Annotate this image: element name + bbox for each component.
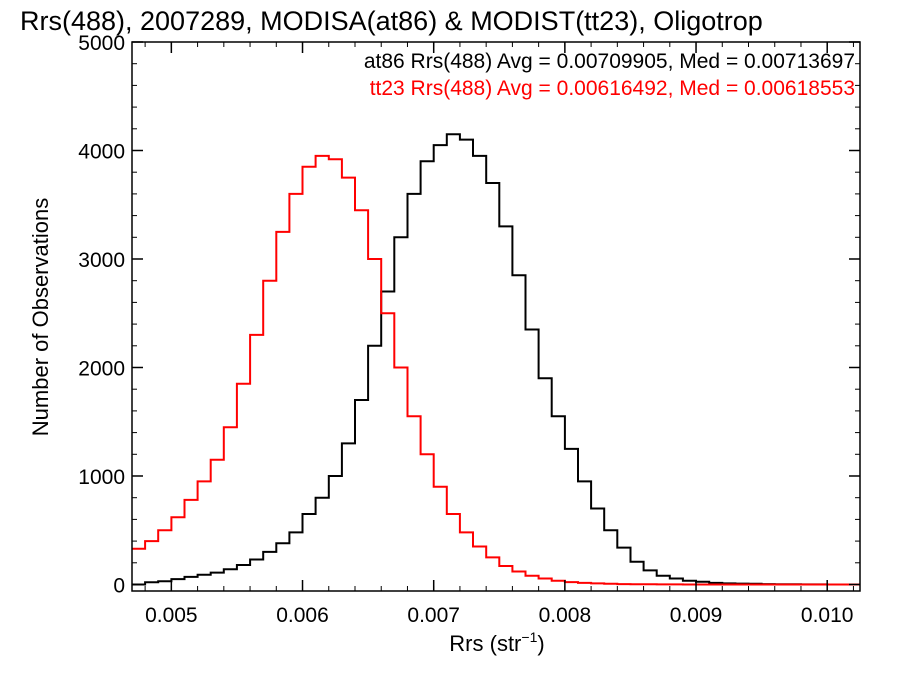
x-axis-label-main: Rrs (str — [449, 631, 521, 656]
series-line-tt23 — [132, 154, 860, 586]
y-tick-label: 2000 — [78, 357, 125, 380]
x-axis-label-close: ) — [537, 631, 544, 656]
y-tick-label: 1000 — [78, 466, 125, 489]
x-tick-label: 0.009 — [670, 604, 723, 627]
plot-frame — [131, 41, 861, 592]
x-axis-label: Rrs (str−1) — [449, 629, 544, 656]
y-tick-label: 4000 — [78, 140, 125, 163]
y-tick-label: 5000 — [78, 32, 125, 55]
x-tick-label: 0.008 — [539, 604, 592, 627]
x-tick-label: 0.007 — [407, 604, 460, 627]
x-tick-label: 0.005 — [145, 604, 198, 627]
plot-lines — [132, 133, 860, 586]
series-annotation-tt23: tt23 Rrs(488) Avg = 0.00616492, Med = 0.… — [370, 77, 855, 100]
chart-title: Rrs(488), 2007289, MODISA(at86) & MODIST… — [20, 6, 763, 36]
y-axis-label: Number of Observations — [28, 198, 53, 436]
series-annotation-at86: at86 Rrs(488) Avg = 0.00709905, Med = 0.… — [364, 50, 855, 73]
y-tick-label: 3000 — [78, 249, 125, 272]
x-tick-label: 0.010 — [801, 604, 854, 627]
series-line-at86 — [132, 133, 860, 586]
x-axis-label-superscript: −1 — [521, 629, 537, 645]
y-tick-label: 0 — [113, 574, 125, 597]
x-tick-label: 0.006 — [276, 604, 329, 627]
axes: 0.005 0.006 0.007 0.008 0.009 0.010 0 1000 2000 3… — [78, 32, 861, 627]
